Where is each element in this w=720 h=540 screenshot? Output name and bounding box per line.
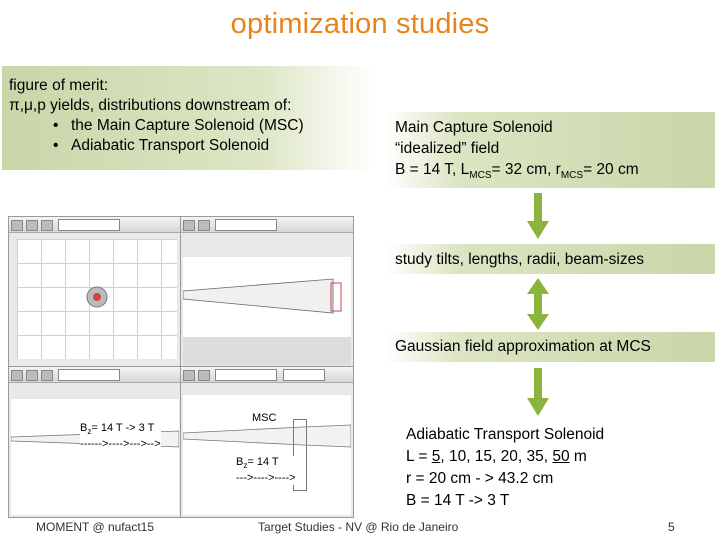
msc-box-line2: “idealized” field — [395, 140, 500, 157]
bz1-post: = 14 T -> 3 T — [91, 422, 155, 434]
bz2-pre: B — [236, 456, 244, 468]
ats-line4: B = 14 T -> 3 T — [406, 492, 510, 509]
merit-line: π,μ,p yields, distributions downstream o… — [9, 97, 292, 114]
bz-msc-label: Bz= 14 T — [236, 456, 296, 472]
slide-title: optimization studies — [230, 8, 490, 40]
bz-msc-arrow: --->---->----> — [236, 472, 296, 485]
footer-left: MOMENT @ nufact15 — [36, 520, 154, 534]
gauss-box: Gaussian field approximation at MCS — [385, 332, 715, 362]
msc-line3-post: = 20 cm — [583, 161, 639, 178]
down-arrow-2 — [527, 368, 549, 416]
bz-ats-note: Bz= 14 T -> 3 T ------>---->--->--> — [80, 422, 161, 452]
msc-sub-r: MCS — [560, 170, 584, 182]
bz2-post: = 14 T — [247, 456, 279, 468]
sim-longitudinal-view — [180, 216, 354, 368]
sim-field-area-3 — [11, 399, 179, 515]
bz-ats-label: Bz= 14 T -> 3 T — [80, 422, 161, 438]
msc-line3-mid: = 32 cm, r — [491, 161, 561, 178]
sim-toolbar-2 — [181, 217, 353, 233]
ats-l-50: 50 — [552, 448, 570, 465]
msc-line3-pre: B = 14 T, L — [395, 161, 470, 178]
merit-list: the Main Capture Solenoid (MSC) Adiabati… — [9, 116, 304, 156]
ats-line2: L = 5, 10, 15, 20, 35, 50 m — [406, 446, 604, 468]
sim-transverse-view — [8, 216, 182, 368]
merit-heading: figure of merit: — [9, 77, 109, 94]
ats-l-post: m — [569, 448, 587, 465]
ats-l-5: 5 — [431, 448, 441, 465]
merit-item-ats: Adiabatic Transport Solenoid — [53, 136, 304, 156]
ats-line1: Adiabatic Transport Solenoid — [406, 426, 605, 443]
sim-bottom-panel — [183, 337, 351, 365]
ats-text: Adiabatic Transport Solenoid L = 5, 10, … — [406, 424, 604, 512]
msc-box-line1: Main Capture Solenoid — [395, 119, 553, 136]
sim-toolbar — [9, 217, 181, 233]
down-arrow-1 — [527, 193, 549, 239]
sim-toolbar-4 — [181, 367, 353, 383]
msc-sub-l: MCS — [469, 170, 492, 182]
sim-msc-view — [180, 366, 354, 518]
msc-beam-shape — [183, 424, 351, 448]
footer-center: Target Studies - NV @ Rio de Janeiro — [258, 520, 459, 534]
msc-box: Main Capture Solenoid “idealized” field … — [385, 112, 715, 188]
msc-coil-box — [293, 419, 307, 491]
double-arrow — [527, 278, 549, 330]
ats-l-pre: L = — [406, 448, 432, 465]
bz-ats-arrow: ------>---->--->--> — [80, 438, 161, 451]
msc-box-line3: B = 14 T, LMCS= 32 cm, rMCS= 20 cm — [395, 159, 715, 186]
bz1-sub: z — [87, 427, 92, 437]
merit-text: figure of merit: π,μ,p yields, distribut… — [9, 76, 304, 156]
sim-grid — [17, 239, 177, 359]
sim-toolbar-3 — [9, 367, 181, 383]
bz-msc-note: Bz= 14 T --->---->----> — [236, 456, 296, 486]
ats-l-mid: , 10, 15, 20, 35, — [440, 448, 553, 465]
tilts-box: study tilts, lengths, radii, beam-sizes — [385, 244, 715, 274]
page-number: 5 — [668, 520, 675, 534]
target-circle-icon — [86, 286, 108, 308]
ats-line3: r = 20 cm - > 43.2 cm — [406, 470, 554, 487]
bz2-sub: z — [243, 461, 248, 471]
beam-cone-shape — [183, 278, 342, 314]
merit-item-msc: the Main Capture Solenoid (MSC) — [53, 116, 304, 136]
bz1-pre: B — [80, 422, 88, 434]
msc-label: MSC — [252, 412, 277, 424]
